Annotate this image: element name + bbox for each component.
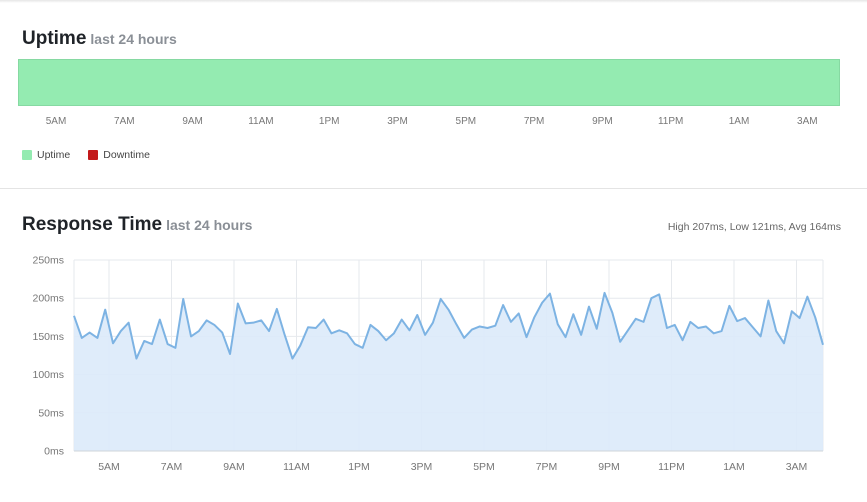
response-time-heading: Response Time last 24 hours <box>22 214 252 236</box>
x-tick-label: 3AM <box>786 461 808 473</box>
uptime-time-axis: 5AM 7AM 9AM 11AM 1PM 3PM 5PM 7PM 9PM 11PM 1AM 3AM <box>18 116 840 130</box>
x-tick-label: 1AM <box>723 461 745 473</box>
legend-uptime[interactable]: Uptime <box>22 149 70 161</box>
y-tick-label: 0ms <box>44 446 64 458</box>
legend-downtime-swatch <box>88 150 99 160</box>
chart-y-axis: 0ms 50ms 100ms 150ms 200ms 250ms <box>32 255 64 458</box>
chart-x-axis: 5AM 7AM 9AM 11AM 1PM 3PM 5PM 7PM 9PM 11PM 1AM 3AM <box>74 450 823 473</box>
x-tick-label: 7AM <box>161 461 183 473</box>
uptime-title: Uptime <box>22 28 87 49</box>
legend-uptime-swatch <box>22 150 32 160</box>
uptime-tick-label: 3AM <box>797 116 818 127</box>
response-time-line <box>73 291 824 360</box>
x-tick-label: 11AM <box>283 461 310 473</box>
x-tick-label: 11PM <box>658 461 685 473</box>
uptime-heading: Uptime last 24 hours <box>22 28 177 50</box>
x-tick-label: 3PM <box>411 461 433 473</box>
x-tick-label: 5AM <box>98 461 120 473</box>
uptime-tick-label: 7AM <box>114 116 135 127</box>
response-time-title: Response Time <box>22 214 163 235</box>
y-tick-label: 150ms <box>32 331 64 343</box>
legend-downtime[interactable]: Downtime <box>88 149 150 161</box>
uptime-tick-label: 5PM <box>455 116 477 127</box>
y-tick-label: 200ms <box>32 293 64 305</box>
legend-downtime-label: Downtime <box>103 149 150 161</box>
x-tick-label: 9AM <box>223 461 245 473</box>
top-border <box>0 0 867 3</box>
x-tick-label: 7PM <box>536 461 558 473</box>
uptime-tick-label: 9AM <box>182 116 203 127</box>
section-divider <box>0 188 867 189</box>
x-tick-label: 1PM <box>348 461 370 473</box>
uptime-legend: Uptime Downtime <box>22 149 168 161</box>
uptime-tick-label: 1AM <box>728 116 750 127</box>
x-tick-label: 5PM <box>473 461 495 473</box>
uptime-tick-label: 5AM <box>45 116 67 127</box>
response-time-chart[interactable]: 0ms 50ms 100ms 150ms 200ms 250ms 5AM 7AM 9AM 11A… <box>0 250 867 480</box>
response-time-subtitle: last 24 hours <box>166 217 253 233</box>
uptime-tick-label: 11AM <box>248 116 274 127</box>
uptime-tick-label: 7PM <box>523 116 545 127</box>
response-time-area <box>74 292 823 451</box>
x-tick-label: 9PM <box>598 461 620 473</box>
uptime-tick-label: 9PM <box>592 116 613 127</box>
y-tick-label: 100ms <box>32 369 64 381</box>
uptime-tick-label: 1PM <box>318 116 340 127</box>
y-tick-label: 50ms <box>38 407 64 419</box>
legend-uptime-label: Uptime <box>37 149 71 161</box>
uptime-subtitle: last 24 hours <box>90 31 177 47</box>
y-tick-label: 250ms <box>32 255 64 267</box>
uptime-bar[interactable] <box>18 59 840 106</box>
uptime-tick-label: 11PM <box>657 116 684 127</box>
response-time-stats: High 207ms, Low 121ms, Avg 164ms <box>667 221 841 233</box>
uptime-tick-label: 3PM <box>387 116 408 127</box>
